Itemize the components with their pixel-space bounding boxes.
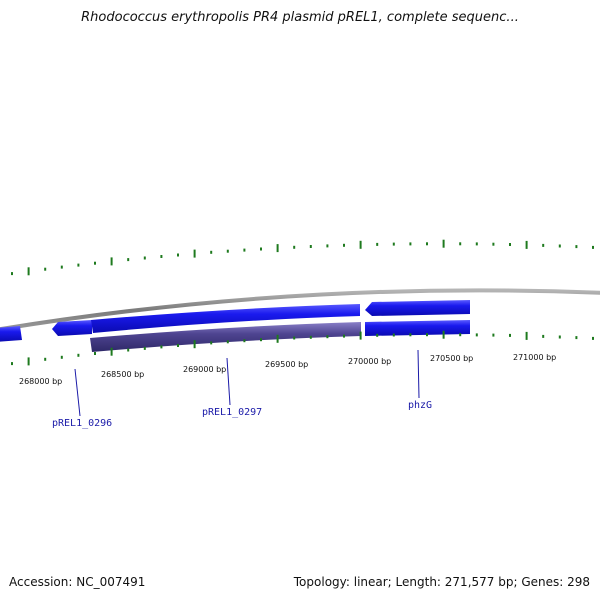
gene-leaders (74, 349, 420, 417)
summary-text: Topology: linear; Length: 271,577 bp; Ge… (293, 575, 590, 589)
gene-arrow-reverse (365, 300, 470, 316)
leader-line-0296 (74, 368, 81, 417)
scale-labels: 268000 bp 268500 bp 269000 bp 269500 bp … (19, 353, 556, 386)
gene-arrow-0297 (91, 304, 360, 333)
accession-text: Accession: NC_007491 (9, 575, 146, 589)
gene-arrow-0296 (52, 320, 92, 336)
gene-arrow-phzg (365, 320, 470, 336)
gene-arrow-highlighted (90, 322, 361, 352)
gene-label-0297[interactable]: pREL1_0297 (202, 407, 262, 418)
tick-label: 270500 bp (430, 354, 473, 363)
tick-label: 268000 bp (19, 377, 62, 386)
leader-line-0297 (226, 357, 231, 406)
gene-track (0, 300, 470, 352)
leader-line-phzg (417, 349, 420, 399)
tick-label: 271000 bp (513, 353, 556, 362)
gene-label-phzg[interactable]: phzG (408, 400, 432, 411)
tick-label: 269000 bp (183, 365, 226, 374)
tick-label: 268500 bp (101, 370, 144, 379)
gene-arrow-left-edge (0, 326, 22, 342)
gc-track-upper (11, 239, 594, 276)
backbone-arc (0, 288, 600, 332)
tick-label: 269500 bp (265, 360, 308, 369)
tick-label: 270000 bp (348, 357, 391, 366)
gene-label-0296[interactable]: pREL1_0296 (52, 418, 112, 429)
map-title: Rhodococcus erythropolis PR4 plasmid pRE… (81, 10, 519, 25)
gc-track-lower (11, 330, 594, 366)
gene-labels: pREL1_0296 pREL1_0297 phzG (52, 400, 432, 429)
